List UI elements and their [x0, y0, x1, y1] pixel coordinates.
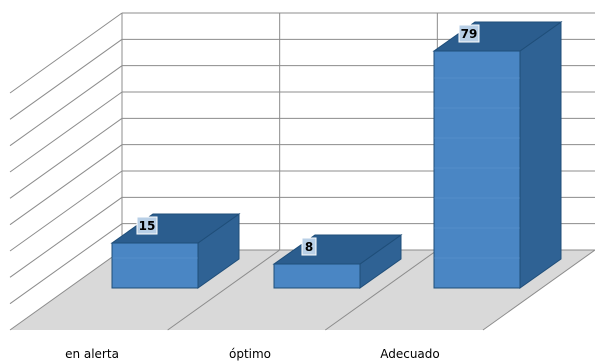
floor-divider: [167, 249, 280, 331]
bars: [110, 21, 563, 289]
gridline-side: [9, 249, 123, 331]
gridline-side: [9, 223, 123, 305]
data-label-box: [458, 24, 480, 43]
gridline-side: [9, 65, 123, 147]
bar-front-face: [433, 50, 521, 289]
gridline-side: [9, 196, 123, 278]
gridline-side: [9, 38, 123, 120]
gridline-side: [9, 91, 123, 173]
category-label-1: óptimo: [229, 347, 271, 361]
bar-2: [432, 21, 563, 289]
floor-divider: [482, 249, 595, 331]
floor-divider: [325, 249, 438, 331]
category-label-0: en alerta: [65, 347, 119, 361]
bar-side-face: [519, 21, 562, 289]
data-label-value: 79: [461, 27, 478, 41]
data-label-box: [136, 216, 158, 235]
data-label-0: 15: [136, 216, 158, 235]
data-label-1: 8: [301, 237, 317, 256]
data-label-2: 79: [458, 24, 480, 43]
bar-front-face: [111, 242, 199, 289]
bar-front-face: [273, 263, 361, 289]
gridline-side: [9, 170, 123, 252]
data-label-value: 8: [305, 240, 313, 254]
gridline-side: [9, 117, 123, 199]
data-label-value: 15: [139, 219, 156, 233]
category-axis-labels: en alerta óptimo Adecuado: [65, 347, 440, 361]
gridline-side: [9, 144, 123, 226]
data-label-box: [301, 237, 317, 256]
gridline-side: [9, 12, 123, 94]
category-label-2: Adecuado: [380, 347, 440, 361]
data-labels: 15 8 79: [136, 24, 480, 256]
